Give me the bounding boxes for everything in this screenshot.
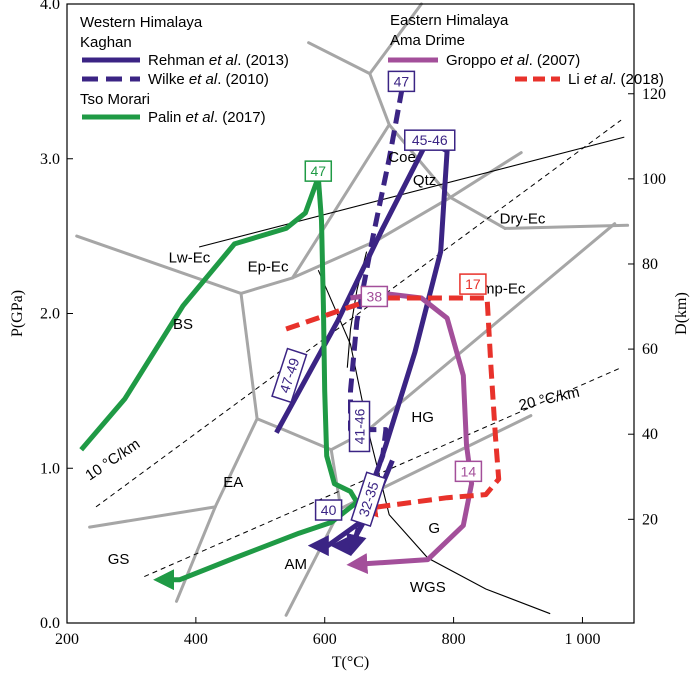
age-box: 45-46 <box>404 129 456 151</box>
facies-label: Dry-Ec <box>500 211 546 228</box>
facies-boundary <box>239 276 294 295</box>
age-box: 47 <box>387 70 416 93</box>
x-axis-label: T(°C) <box>332 654 370 671</box>
legend-li: Li et al. (2018) <box>568 71 664 88</box>
pt-paths <box>79 88 502 591</box>
x-tick-label: 1 000 <box>564 631 600 648</box>
facies-boundary <box>368 72 391 127</box>
facies-label: GS <box>108 551 130 568</box>
geotherm-line <box>95 119 622 508</box>
geotherm-label: 20 °C/km <box>517 384 581 414</box>
x-tick-label: 200 <box>55 631 79 648</box>
legend-groppo: Groppo et al. (2007) <box>446 52 580 69</box>
facies-label: EA <box>223 474 243 491</box>
legend-wilke: Wilke et al. (2010) <box>148 71 269 88</box>
age-box-label: 17 <box>465 276 481 292</box>
facies-label: HG <box>411 409 434 426</box>
facies-label: Qtz <box>413 172 436 189</box>
facies-boundary <box>307 41 372 76</box>
age-box-label: 47 <box>310 163 326 179</box>
reaction-line <box>198 136 625 248</box>
geotherm-line <box>144 367 622 578</box>
y-tick-label: 4.0 <box>40 0 60 13</box>
facies-boundaries <box>75 2 630 617</box>
age-box: 17 <box>459 273 487 295</box>
facies-boundary <box>239 291 259 421</box>
facies-boundary <box>284 507 343 617</box>
age-box-label: 45-46 <box>412 132 448 148</box>
y-tick-label: 3.0 <box>40 151 60 168</box>
age-box: 38 <box>360 285 389 308</box>
facies-label: BS <box>173 316 193 333</box>
legend-palin: Palin et al. (2017) <box>148 109 266 126</box>
reaction-and-geotherm-lines <box>95 119 625 615</box>
age-box: 41-46 <box>348 400 371 453</box>
facies-boundary <box>448 195 507 230</box>
y2-tick-label: 60 <box>642 341 658 358</box>
facies-boundary <box>255 417 282 430</box>
age-box-label: 40 <box>321 502 337 518</box>
age-box: 40 <box>314 499 343 521</box>
x-tick-label: 800 <box>442 631 466 648</box>
y-tick-label: 2.0 <box>40 306 60 323</box>
facies-label: G <box>428 520 440 537</box>
age-box-label: 14 <box>461 463 477 479</box>
pt-path <box>79 174 360 591</box>
facies-label: WGS <box>410 579 446 596</box>
facies-boundary <box>368 2 423 76</box>
legend-ama-drime: Ama Drime <box>390 32 465 49</box>
facies-boundary <box>88 505 217 529</box>
legend: Western Himalaya Kaghan Rehman et al. (2… <box>80 12 664 126</box>
facies-label: AM <box>284 556 307 573</box>
facies-label: Ep-Ec <box>248 259 289 276</box>
y2-axis-label: D(km) <box>673 292 690 335</box>
y2-tick-label: 20 <box>642 511 658 528</box>
facies-boundary <box>278 426 333 452</box>
legend-kaghan: Kaghan <box>80 34 132 51</box>
y2-tick-label: 120 <box>642 86 666 103</box>
y-axis-label: P(GPa) <box>9 290 26 337</box>
y2-tick-label: 40 <box>642 426 658 443</box>
facies-boundary <box>291 239 378 280</box>
facies-boundary <box>374 195 452 243</box>
axes: 200 400 600 800 1 000 0.0 1.0 2.0 3.0 4.0 20 40 60 80… <box>9 0 690 671</box>
x-tick-label: 600 <box>313 631 337 648</box>
age-box: 47-49 <box>271 347 308 404</box>
legend-rehman: Rehman et al. (2013) <box>148 52 289 69</box>
y-tick-label: 0.0 <box>40 615 60 632</box>
age-box: 47 <box>304 160 333 182</box>
facies-label: Coe <box>388 149 416 166</box>
reaction-line <box>317 269 551 615</box>
facies-boundary <box>75 234 243 295</box>
pt-path <box>274 137 450 557</box>
facies-boundary <box>213 417 259 509</box>
age-box: 14 <box>454 460 483 483</box>
age-box-label: 41-46 <box>352 408 368 444</box>
facies-boundary <box>291 123 391 280</box>
facies-boundary <box>329 448 343 510</box>
x-tick-label: 400 <box>184 631 208 648</box>
legend-western-title: Western Himalaya <box>80 14 203 31</box>
facies-boundary <box>448 151 523 199</box>
y-tick-label: 1.0 <box>40 460 60 477</box>
facies-boundary <box>503 223 630 230</box>
geotherm-label: 10 °C/km <box>82 436 143 485</box>
age-box-label: 38 <box>367 288 383 304</box>
y2-tick-label: 80 <box>642 256 658 273</box>
age-box-label: 47 <box>394 73 410 89</box>
facies-label: Lw-Ec <box>169 249 211 266</box>
legend-eastern-title: Eastern Himalaya <box>390 12 509 29</box>
legend-tso-morari: Tso Morari <box>80 91 150 108</box>
y2-tick-label: 100 <box>642 171 666 188</box>
